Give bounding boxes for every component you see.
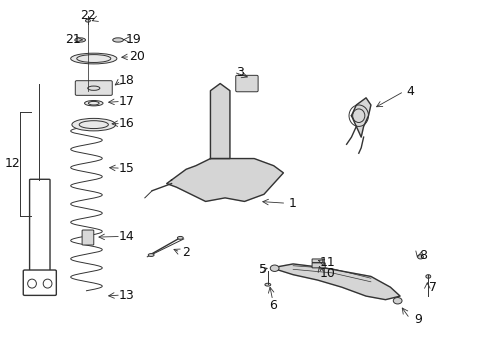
Ellipse shape [113, 38, 123, 42]
Ellipse shape [85, 19, 90, 22]
FancyBboxPatch shape [30, 179, 50, 281]
Text: 19: 19 [125, 33, 141, 46]
Ellipse shape [264, 283, 270, 286]
Text: 22: 22 [80, 9, 96, 22]
Text: 15: 15 [119, 162, 135, 175]
Text: 14: 14 [119, 230, 134, 243]
FancyBboxPatch shape [311, 263, 325, 268]
Text: 11: 11 [319, 256, 334, 269]
Text: 16: 16 [119, 117, 134, 130]
Ellipse shape [75, 38, 85, 42]
Text: 5: 5 [259, 263, 266, 276]
Polygon shape [210, 84, 229, 158]
Text: 6: 6 [268, 299, 276, 312]
FancyBboxPatch shape [311, 259, 322, 262]
FancyBboxPatch shape [235, 75, 258, 92]
Polygon shape [351, 98, 370, 137]
Text: 20: 20 [129, 50, 145, 63]
Text: 8: 8 [419, 249, 427, 262]
Ellipse shape [270, 265, 279, 271]
Text: 21: 21 [65, 33, 81, 46]
Text: 10: 10 [319, 267, 334, 280]
Text: 2: 2 [182, 246, 190, 258]
Text: 1: 1 [287, 197, 295, 210]
Polygon shape [166, 158, 283, 202]
Text: 9: 9 [414, 313, 422, 326]
Ellipse shape [72, 118, 116, 131]
Text: 18: 18 [119, 74, 135, 87]
FancyBboxPatch shape [82, 230, 94, 245]
FancyBboxPatch shape [75, 81, 112, 95]
Text: 12: 12 [4, 157, 20, 170]
Text: 3: 3 [235, 66, 243, 78]
Text: 4: 4 [405, 85, 413, 98]
Ellipse shape [177, 237, 183, 239]
FancyBboxPatch shape [23, 270, 56, 296]
Text: 17: 17 [119, 95, 135, 108]
Ellipse shape [84, 100, 103, 106]
Ellipse shape [71, 53, 117, 64]
Ellipse shape [425, 275, 430, 278]
Polygon shape [273, 264, 399, 300]
Text: 13: 13 [119, 288, 134, 302]
Ellipse shape [148, 253, 154, 256]
Ellipse shape [392, 297, 401, 304]
Text: 7: 7 [428, 281, 436, 294]
Ellipse shape [417, 255, 423, 259]
